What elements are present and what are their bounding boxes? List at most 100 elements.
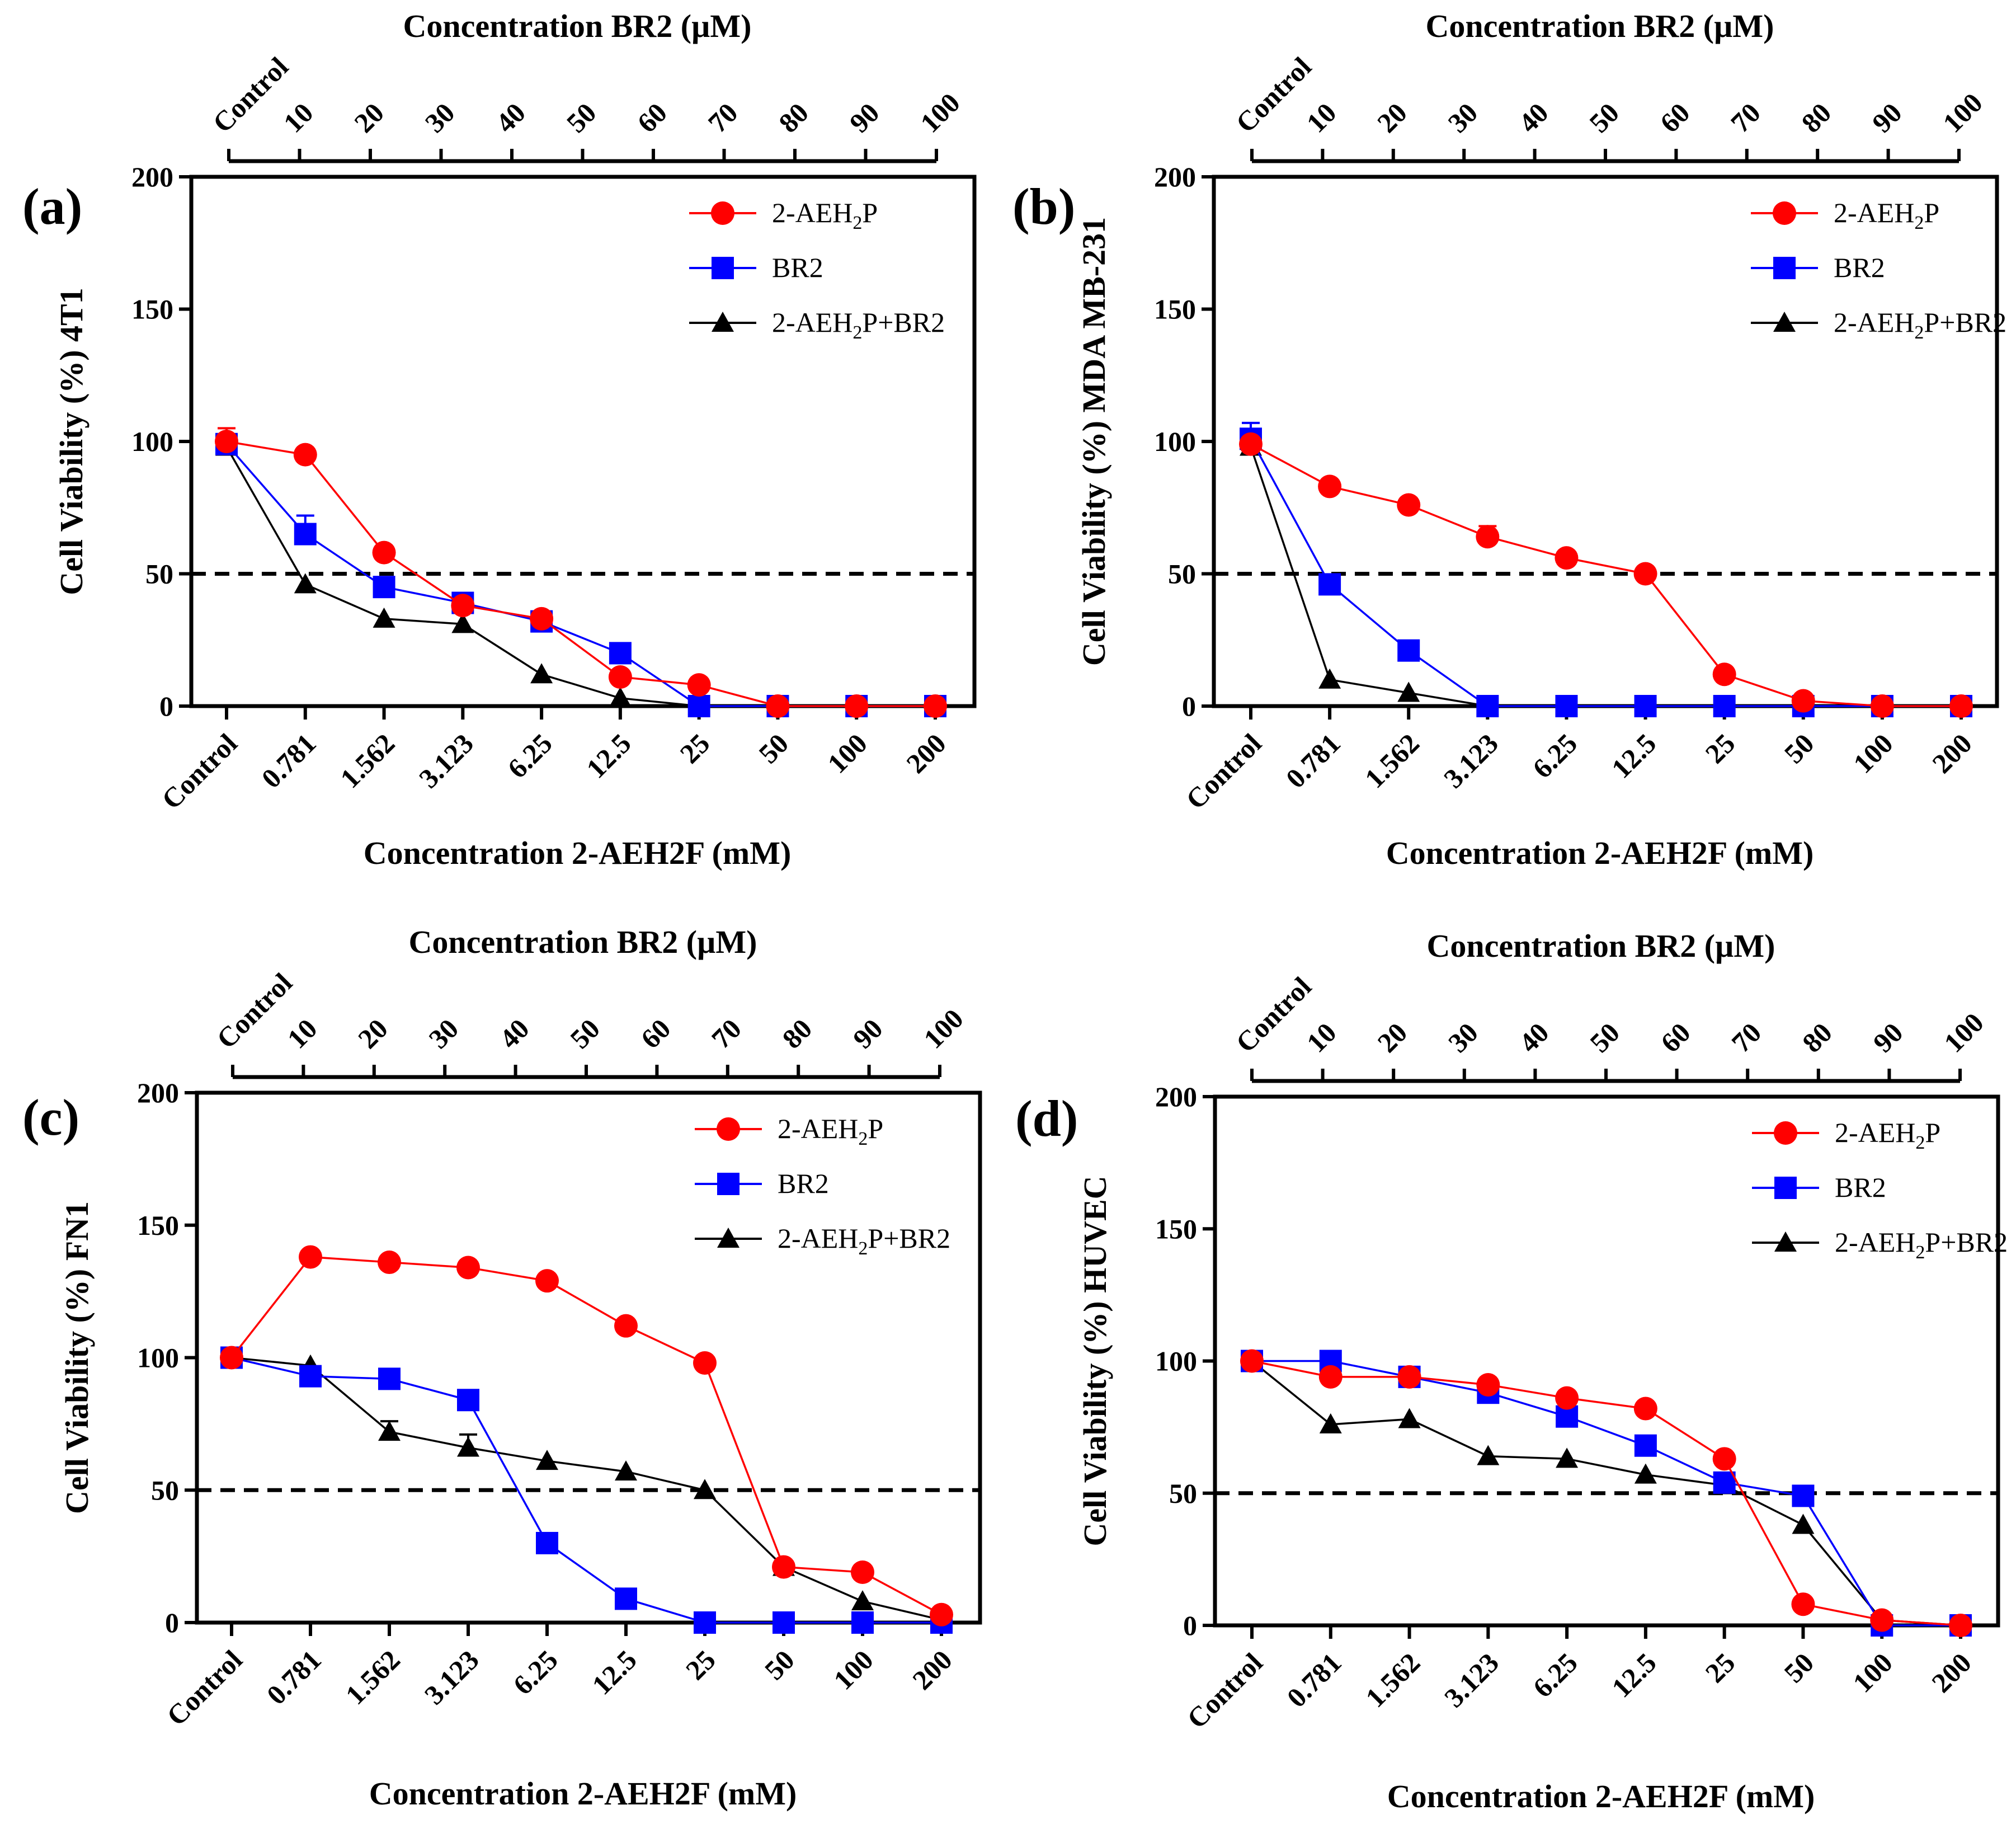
top-tick-label: 50 [564,1013,606,1055]
legend-label: BR2 [778,1168,829,1199]
data-point-aeh2p [1949,1614,1972,1637]
legend-label-subscript: 2 [1914,213,1924,233]
y-tick-label: 150 [1155,1213,1197,1244]
data-point-br2 [851,1611,874,1634]
legend-label-prefix: BR2 [1834,252,1885,283]
legend-marker [717,1117,740,1141]
x-tick-label: 25 [673,727,715,769]
x-tick-label: 3.123 [1438,727,1504,794]
data-point-br2 [1397,639,1420,662]
y-tick-label: 200 [1154,161,1196,192]
data-point-br2 [609,642,632,665]
top-tick-label: 20 [352,1013,394,1055]
data-point-br2 [1713,695,1736,717]
legend-marker [1773,312,1796,332]
data-point-br2 [1476,695,1499,717]
legend-label-suffix: P [862,197,878,228]
data-point-br2 [1555,695,1578,717]
legend-item-aeh2p: 2-AEH2P [1752,1117,1940,1153]
top-tick-label: 100 [1938,1007,1990,1059]
series-line-combo [1251,1360,1961,1626]
legend-label: 2-AEH2P+BR2 [1834,307,2006,343]
data-point-combo [851,1590,874,1611]
x-tick-label: 12.5 [1605,1647,1662,1703]
data-point-br2 [694,1611,716,1634]
top-tick-label: 100 [917,1003,969,1055]
y-tick-label: 200 [137,1077,179,1108]
data-point-aeh2p [372,540,396,565]
x-tick-label: 100 [1847,1647,1899,1699]
data-point-br2 [1713,1471,1736,1494]
top-tick-label: 10 [281,1013,323,1055]
y-tick-label: 150 [137,1210,179,1241]
top-tick-label: 30 [419,97,461,139]
data-point-aeh2p [1712,662,1736,687]
data-point-aeh2p [1712,1447,1736,1471]
legend-label-prefix: 2-AEH [1834,307,1914,338]
data-point-aeh2p [1240,1349,1264,1373]
data-point-combo [530,663,553,684]
legend-marker [711,201,734,225]
x-axis-title: Concentration 2-AEH2F (mM) [1386,835,1814,871]
legend-label-suffix: P [868,1113,883,1144]
top-tick-label: Control [1230,51,1317,139]
legend-label-subscript: 2 [1915,1132,1925,1153]
legend-label-prefix: BR2 [778,1168,829,1199]
x-tick-label: 200 [906,1644,958,1696]
legend-label: 2-AEH2P+BR2 [778,1223,950,1259]
legend-item-br2: BR2 [1751,252,1885,283]
legend-label: 2-AEH2P+BR2 [1835,1226,2008,1263]
legend-label-subscript: 2 [852,213,862,233]
y-axis-title: Cell Viability (%) 4T1 [53,288,90,595]
data-point-aeh2p [1397,1365,1421,1389]
plot-frame [189,175,977,708]
x-tick-label: 12.5 [1605,727,1662,784]
y-tick-label: 50 [145,558,173,590]
series-aeh2p [1240,1349,1972,1637]
legend-item-aeh2p: 2-AEH2P [689,197,878,233]
data-point-combo [378,1421,401,1441]
y-axis-title: Cell Viability (%) FN1 [59,1201,95,1514]
x-tick-label: 12.5 [586,1644,642,1700]
y-tick-label: 50 [1169,1478,1197,1509]
y-tick-label: 100 [137,1342,179,1374]
data-point-br2 [299,1365,322,1388]
series-aeh2p [215,427,947,718]
data-point-aeh2p [378,1251,401,1275]
data-point-br2 [687,695,710,717]
x-tick-label: Control [1181,1647,1269,1734]
legend-label-prefix: 2-AEH [1835,1226,1915,1258]
data-point-combo [1556,1447,1579,1468]
legend-label-suffix: P [1925,1117,1940,1148]
data-point-aeh2p [1476,1373,1500,1397]
legend-marker [712,257,734,279]
legend-item-br2: BR2 [1752,1172,1886,1203]
series-line-combo [231,1356,942,1621]
legend-label: 2-AEH2P+BR2 [772,307,945,343]
legend-label: BR2 [772,252,823,283]
x-tick-label: 50 [1778,727,1820,769]
top-tick-label: 60 [631,97,673,139]
x-tick-label: 0.781 [261,1644,327,1710]
data-point-aeh2p [1318,474,1342,499]
series-line-br2 [231,1356,941,1624]
x-axis-title: Concentration 2-AEH2F (mM) [364,835,792,871]
legend-marker [717,1228,739,1248]
legend-label: 2-AEH2P [778,1113,883,1149]
data-point-aeh2p [1239,432,1263,456]
data-point-aeh2p [1555,1386,1579,1410]
top-tick-label: 90 [1866,97,1908,139]
data-point-combo [609,687,632,707]
series-aeh2p [1239,432,1973,718]
top-tick-label: 20 [348,97,390,139]
legend-marker [1773,257,1796,279]
panel-label: (b) [1012,178,1075,235]
legend-label-prefix: 2-AEH [1834,197,1914,228]
top-tick-label: 90 [844,97,885,139]
legend-label-prefix: BR2 [1835,1172,1886,1203]
x-tick-label: 3.123 [1438,1647,1505,1713]
top-tick-label: 80 [773,97,814,139]
data-point-aeh2p [1555,546,1579,570]
top-tick-label: 60 [1654,97,1696,139]
data-point-aeh2p [845,694,869,718]
